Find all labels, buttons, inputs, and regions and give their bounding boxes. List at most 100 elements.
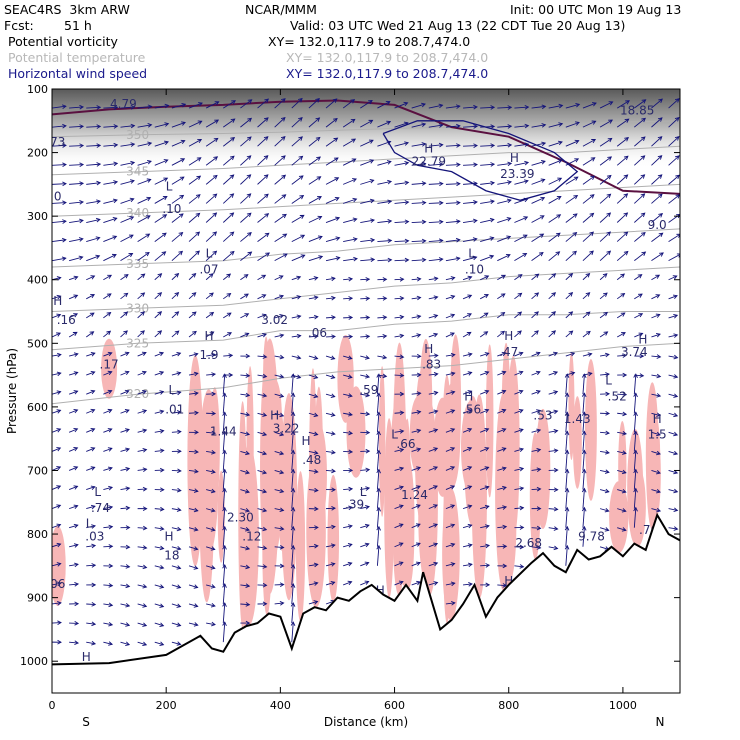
wind-vector-head [96, 124, 102, 129]
wind-vector-head [112, 217, 118, 222]
wind-vector [582, 331, 591, 338]
wind-vector-head [246, 212, 252, 218]
wind-vector [154, 123, 169, 128]
wind-vector [68, 294, 78, 300]
wind-vector-head [313, 600, 319, 605]
wind-vector-head [262, 333, 267, 338]
wind-vector-head [290, 583, 296, 588]
wind-vector [479, 331, 488, 338]
wind-vector-head [313, 562, 319, 568]
wind-vector-head [621, 469, 627, 475]
wind-vector-head [262, 373, 268, 379]
wind-vector-head [657, 117, 663, 122]
wind-vector-head [536, 409, 542, 414]
wind-vector-head [438, 103, 444, 109]
wind-vector-head [210, 603, 216, 608]
wind-vector-head [433, 466, 439, 471]
wind-vector-head [656, 354, 662, 359]
wind-vector-head [524, 142, 530, 147]
wind-vector-head [416, 391, 422, 396]
wind-vector-head [673, 507, 679, 513]
wind-vector-head [433, 523, 439, 528]
wind-vector [599, 193, 611, 204]
wind-vector [411, 334, 421, 338]
wind-vector [69, 583, 79, 586]
wind-vector-head [517, 274, 523, 279]
wind-vector [188, 470, 198, 473]
wind-vector-head [365, 315, 371, 320]
wind-vector-head [535, 370, 541, 376]
wind-vector [257, 489, 267, 493]
wind-vector [445, 372, 455, 376]
wind-vector-head [146, 196, 152, 202]
wind-vector-head [585, 272, 591, 278]
pv-extremum-label: L [360, 485, 367, 499]
wind-vector [565, 176, 579, 185]
wind-vector-head [159, 526, 165, 531]
wind-vector [205, 175, 218, 185]
wind-vector-head [164, 122, 170, 127]
wind-vector [171, 411, 181, 414]
wind-vector [154, 232, 167, 242]
wind-vector-head [157, 330, 163, 335]
wind-vector-head [210, 488, 216, 494]
wind-vector-head [263, 136, 269, 141]
wind-vector-head [331, 506, 336, 511]
wind-vector-head [261, 294, 267, 299]
wind-vector [223, 354, 233, 357]
wind-vector [651, 232, 663, 242]
wind-vector-head [536, 506, 542, 511]
wind-vector [240, 603, 250, 606]
wind-vector-head [290, 411, 296, 417]
wind-vector-head [455, 104, 461, 109]
wind-vector [480, 352, 489, 357]
wind-vector-head [191, 272, 197, 278]
wind-vector [548, 527, 558, 530]
wind-vector [257, 274, 266, 281]
wind-vector-head [592, 102, 597, 107]
wind-vector-head [605, 372, 610, 377]
wind-vector [188, 311, 197, 319]
wind-vector [514, 274, 523, 281]
wind-vector [617, 508, 626, 512]
wind-vector-head [638, 293, 643, 298]
wind-vector-head [191, 292, 197, 297]
wind-vector-head [107, 274, 113, 279]
wind-vector [463, 164, 478, 166]
wind-vector [651, 136, 663, 147]
wind-vector-head [130, 142, 136, 147]
wind-vector [86, 255, 100, 262]
wind-vector [497, 447, 506, 452]
wind-vector [616, 137, 629, 147]
wind-vector-head [622, 431, 627, 436]
wind-vector-head [370, 237, 376, 243]
wind-vector-head [245, 392, 251, 398]
wind-vector-head [673, 333, 679, 338]
wind-vector-head [519, 564, 525, 569]
wind-vector [616, 273, 625, 281]
wind-vector [206, 584, 215, 588]
wind-vector [154, 391, 164, 395]
wind-vector [69, 106, 84, 109]
wind-vector [599, 231, 611, 242]
wind-vector [222, 545, 226, 566]
wind-vector [222, 450, 226, 471]
wind-vector-head [364, 561, 370, 566]
pv-shading-blob [265, 435, 282, 556]
wind-vector-head [433, 447, 439, 452]
wind-vector [480, 545, 490, 548]
wind-vector [103, 409, 112, 414]
wind-vector [480, 106, 495, 109]
wind-vector-head [212, 174, 218, 180]
wind-vector [240, 136, 252, 147]
wind-vector [480, 219, 494, 223]
wind-vector-head [553, 390, 559, 395]
wind-vector-head [211, 411, 217, 416]
wind-vector [445, 391, 455, 395]
wind-vector-head [438, 200, 444, 206]
wind-vector [411, 448, 421, 452]
theta-contour [52, 342, 680, 405]
wind-vector [103, 162, 118, 166]
wind-vector-head [438, 123, 444, 128]
wind-vector-head [568, 292, 574, 297]
